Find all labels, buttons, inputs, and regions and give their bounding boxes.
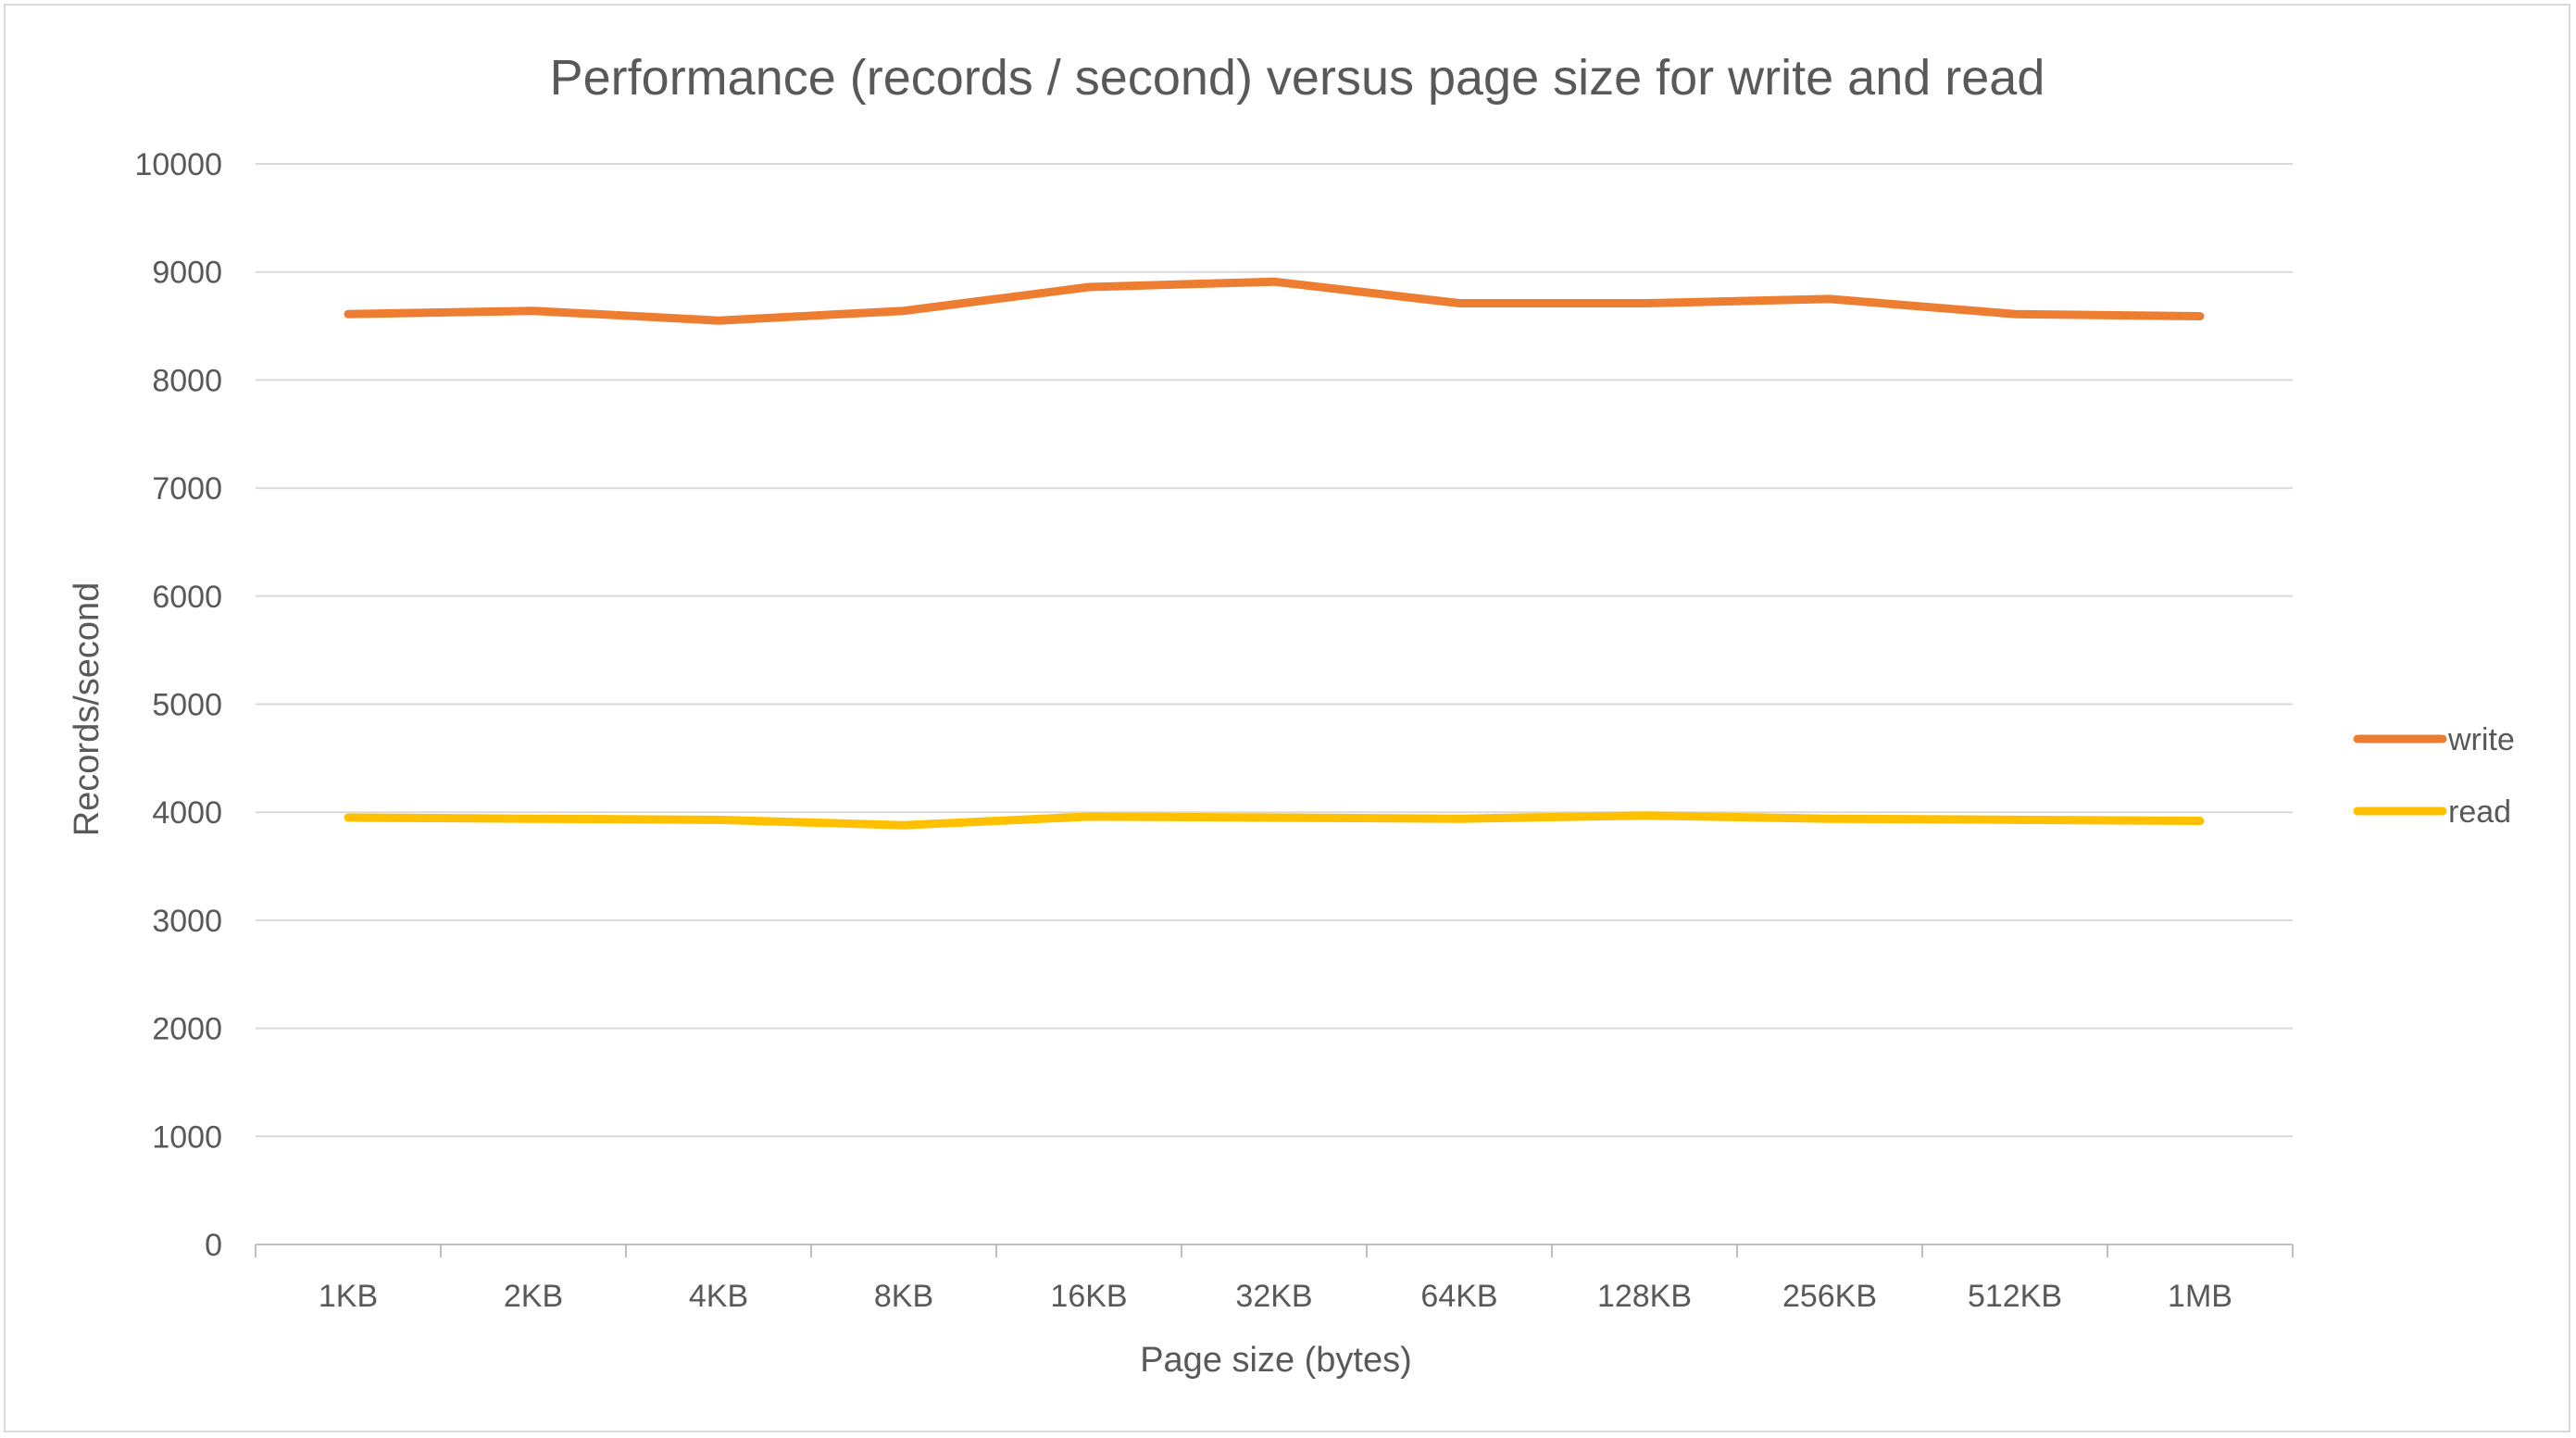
- data-point-write: [2199, 316, 2201, 318]
- data-point-read: [2199, 820, 2201, 822]
- data-point-write: [2014, 313, 2016, 315]
- x-tick-label: 64KB: [1420, 1279, 1497, 1314]
- y-tick-label: 3000: [152, 904, 222, 939]
- data-point-read: [1273, 817, 1275, 819]
- y-tick-label: 8000: [152, 363, 222, 398]
- x-tick-label: 128KB: [1597, 1279, 1692, 1314]
- x-tick-label: 8KB: [874, 1279, 933, 1314]
- x-tick-label: 4KB: [689, 1279, 748, 1314]
- y-tick-label: 6000: [152, 580, 222, 615]
- data-point-write: [1458, 303, 1460, 305]
- data-point-write: [1088, 286, 1090, 288]
- y-tick-label: 4000: [152, 795, 222, 831]
- data-point-read: [903, 824, 905, 826]
- series-line-write: [344, 277, 2205, 325]
- x-tick-label: 32KB: [1235, 1279, 1312, 1314]
- y-axis-title: Records/second: [68, 582, 106, 837]
- data-point-write: [903, 310, 905, 312]
- y-tick-label: 2000: [152, 1012, 222, 1047]
- data-point-read: [1644, 815, 1645, 817]
- x-axis-title: Page size (bytes): [1140, 1341, 1412, 1380]
- x-tick-label: 16KB: [1050, 1279, 1127, 1314]
- chart-title: Performance (records / second) versus pa…: [550, 50, 2045, 106]
- x-tick-label: 256KB: [1782, 1279, 1877, 1314]
- gridlines: [256, 163, 2293, 1138]
- x-tick-label: 512KB: [1968, 1279, 2062, 1314]
- data-point-read: [1088, 816, 1090, 818]
- data-point-read: [2014, 819, 2016, 820]
- y-tick-label: 0: [205, 1228, 222, 1263]
- legend: write read: [2353, 722, 2515, 830]
- y-tick-label: 10000: [134, 147, 222, 182]
- y-tick-label: 5000: [152, 688, 222, 723]
- legend-label-write: write: [2447, 722, 2515, 757]
- x-tick-label: 1MB: [2168, 1279, 2232, 1314]
- data-point-write: [1829, 298, 1831, 300]
- chart-frame: Performance (records / second) versus pa…: [4, 4, 2570, 1432]
- series-line-read: [344, 811, 2205, 830]
- y-tick-label: 7000: [152, 471, 222, 506]
- data-point-write: [1273, 281, 1275, 282]
- y-tick-label: 9000: [152, 256, 222, 291]
- y-tick-label: 1000: [152, 1119, 222, 1155]
- data-point-read: [347, 817, 349, 819]
- x-tick-label: 1KB: [319, 1279, 378, 1314]
- data-point-write: [532, 310, 534, 312]
- y-axis-tick-labels: 0 1000 2000 3000 4000 5000 6000 7000 8000 9000 100…: [134, 147, 222, 1263]
- line-chart: Performance (records / second) versus pa…: [68, 50, 2515, 1380]
- series-lines: [344, 277, 2205, 830]
- x-axis: [255, 1244, 2294, 1257]
- x-tick-label: 2KB: [504, 1279, 563, 1314]
- legend-label-read: read: [2448, 794, 2511, 830]
- data-point-write: [1644, 303, 1645, 305]
- x-axis-tick-labels: 1KB 2KB 4KB 8KB 16KB 32KB 64KB 128KB 256KB 512KB 1…: [319, 1279, 2232, 1314]
- data-point-write: [347, 313, 349, 315]
